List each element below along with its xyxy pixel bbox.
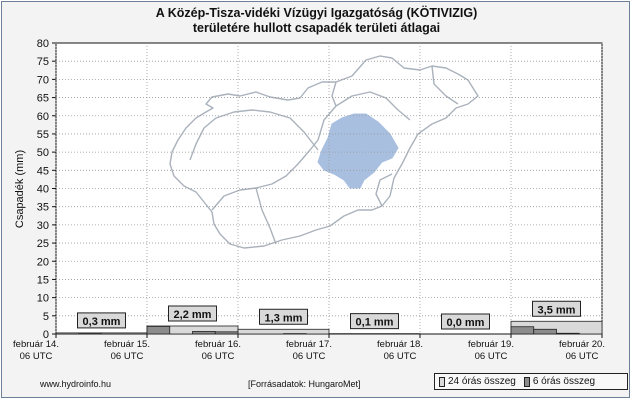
y-tick-label: 20 (37, 256, 49, 268)
legend-item-6h: 6 órás összeg (523, 376, 596, 387)
x-tick-label-date: február 14. (13, 339, 59, 350)
bar-6h (146, 325, 171, 335)
y-tick-label: 55 (37, 129, 49, 141)
bar-label-box (441, 313, 490, 330)
hungary-map-outline (169, 55, 479, 249)
y-tick-label: 0 (43, 329, 49, 341)
x-tick-label-date: február 19. (468, 339, 514, 350)
bar-label-text: 0,1 mm (356, 317, 394, 329)
footer-source-url: www.hydroinfo.hu (40, 379, 112, 389)
x-tick-label-time: 06 UTC (384, 351, 417, 362)
x-tick-label-time: 06 UTC (293, 351, 326, 362)
bar-label: 3,5 mm (532, 300, 581, 317)
bar-6h (214, 331, 239, 335)
bar-label: 1,3 mm (259, 308, 308, 325)
y-tick-label: 10 (37, 293, 49, 305)
bar-6h (192, 331, 216, 335)
bar-label-text: 0,3 mm (83, 316, 121, 328)
y-tick-label: 5 (43, 311, 49, 323)
y-tick-label: 70 (37, 74, 49, 86)
x-tick-label-time: 06 UTC (566, 351, 599, 362)
x-tick-label-date: február 18. (377, 339, 423, 350)
bar-label-box (350, 313, 399, 330)
chart-title: A Közép-Tisza-vidéki Vízügyi Igazgatóság… (155, 6, 478, 35)
bar-label: 0,3 mm (77, 312, 126, 329)
bar-value-labels: 0,3 mm 2,2 mm 1,3 mm 0,1 mm 0,0 mm 3,5 mm (77, 300, 581, 330)
footer-data-source: [Forrásadatok: HungaroMet] (248, 379, 361, 389)
legend-label-6h: 6 órás összeg (532, 376, 596, 387)
kotivizig-region (317, 113, 399, 189)
legend-item-24h: 24 órás összeg (439, 376, 516, 387)
y-tick-label: 25 (37, 238, 49, 250)
x-tick-label-date: február 15. (104, 339, 150, 350)
x-tick-label-date: február 17. (286, 339, 332, 350)
bar-label: 2,2 mm (168, 305, 217, 322)
legend-swatch-24h (439, 376, 445, 387)
bar-label-box (259, 308, 308, 325)
bar-label-box (532, 300, 581, 317)
x-tick-label-time: 06 UTC (475, 351, 508, 362)
y-tick-label: 80 (37, 38, 49, 50)
bars-6h-series (78, 325, 580, 335)
y-tick-labels: 0 5 10 15 20 25 30 35 40 45 50 55 60 65 70 75 80 (37, 38, 49, 341)
y-tick-label: 75 (37, 56, 49, 68)
legend: 24 órás összeg 6 órás összeg (434, 373, 628, 390)
bar-label: 0,0 mm (441, 313, 490, 330)
x-tick-label-date: február 20. (559, 339, 605, 350)
x-tick-label-time: 06 UTC (20, 351, 53, 362)
bar-label-box (77, 312, 126, 329)
y-tick-label: 60 (37, 111, 49, 123)
bar-6h (533, 328, 557, 335)
bar-label-text: 0,0 mm (447, 317, 485, 329)
y-tick-label: 35 (37, 202, 49, 214)
x-tick-label-date: február 16. (195, 339, 241, 350)
bar-label: 0,1 mm (350, 313, 399, 330)
y-tick-label: 45 (37, 165, 49, 177)
bar-6h (556, 332, 580, 335)
y-tick-label: 50 (37, 147, 49, 159)
y-tick-label: 30 (37, 220, 49, 232)
bar-label-text: 1,3 mm (265, 312, 303, 324)
y-tick-label: 15 (37, 274, 49, 286)
x-tick-label-time: 06 UTC (111, 351, 144, 362)
legend-swatch-6h (523, 376, 530, 387)
bar-6h (510, 326, 535, 335)
bar-label-box (168, 305, 217, 322)
bar-label-text: 3,5 mm (538, 304, 576, 316)
y-tick-label: 40 (37, 184, 49, 196)
x-tick-label-time: 06 UTC (202, 351, 235, 362)
bar-label-text: 2,2 mm (174, 309, 212, 321)
legend-label-24h: 24 órás összeg (448, 376, 516, 387)
y-tick-label: 65 (37, 93, 49, 105)
